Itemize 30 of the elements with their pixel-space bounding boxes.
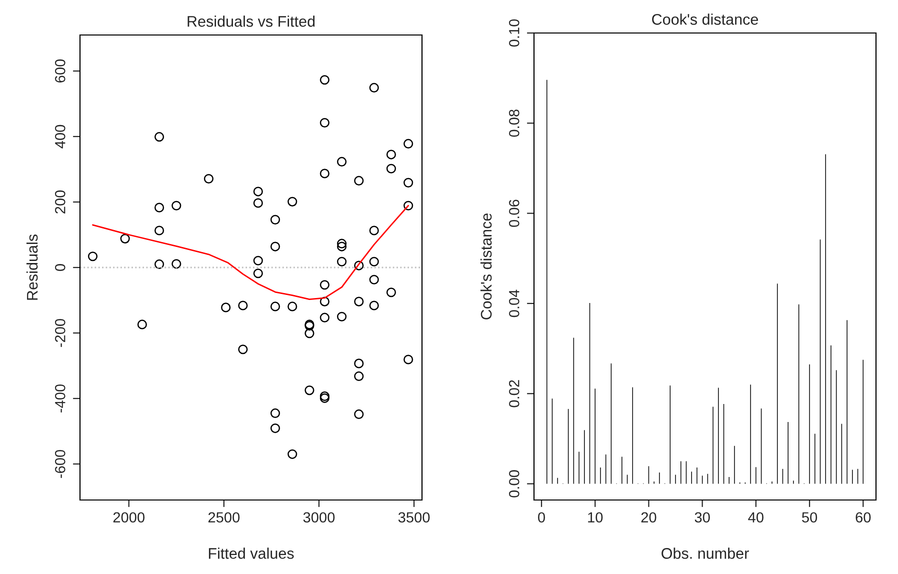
- y-tick-label: 0.04: [508, 290, 520, 318]
- x-tick-label: 40: [748, 512, 764, 523]
- x-tick-label: 3000: [303, 512, 335, 523]
- y-tick-label: 0.06: [508, 200, 520, 227]
- y-tick-label: -400: [54, 384, 66, 412]
- x-axis-title: Obs. number: [662, 548, 749, 559]
- x-tick-label: 10: [588, 512, 603, 523]
- y-axis-title: Residuals: [26, 234, 38, 300]
- y-tick-label: 400: [54, 124, 66, 148]
- y-tick-label: -600: [54, 450, 66, 478]
- x-tick-label: 2500: [208, 512, 240, 523]
- y-tick-label: 600: [54, 59, 66, 82]
- y-tick-label: 0.08: [508, 110, 520, 137]
- y-tick-label: 0.02: [508, 380, 520, 408]
- y-tick-label: 0.10: [508, 19, 520, 47]
- x-tick-label: 3500: [398, 512, 430, 523]
- x-tick-label: 0: [538, 512, 545, 523]
- x-tick-label: 30: [694, 512, 710, 523]
- x-tick-label: 60: [856, 512, 871, 523]
- x-axis-title: Fitted values: [208, 548, 294, 559]
- y-tick-label: 200: [54, 190, 66, 214]
- y-tick-label: 0: [54, 264, 66, 271]
- chart-title: Cook's distance: [652, 14, 758, 25]
- y-axis-title: Cook's distance: [480, 213, 492, 320]
- chart-title: Residuals vs Fitted: [188, 16, 315, 27]
- x-tick-label: 2000: [113, 512, 145, 523]
- y-tick-label: -200: [54, 318, 66, 347]
- x-tick-label: 50: [802, 512, 818, 523]
- x-tick-label: 20: [641, 512, 656, 523]
- y-tick-label: 0.00: [508, 470, 520, 498]
